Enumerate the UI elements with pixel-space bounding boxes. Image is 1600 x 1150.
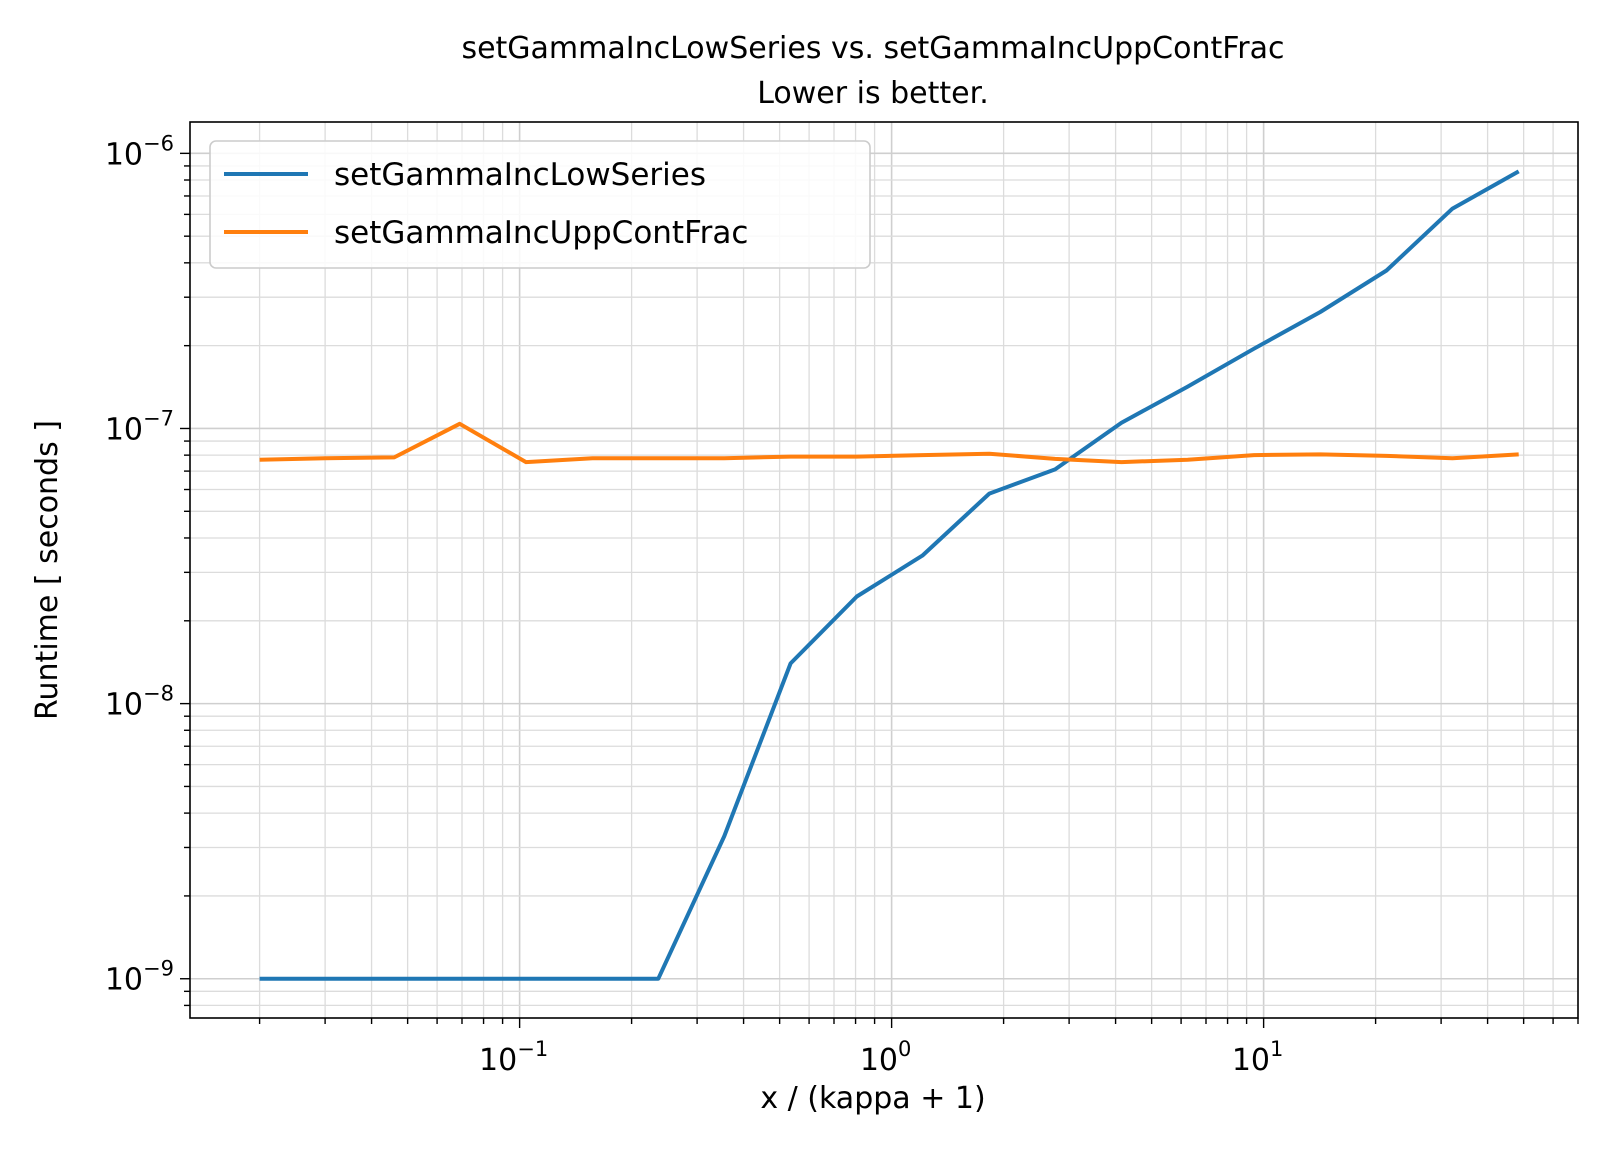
y-tick-label: 10−8	[105, 682, 174, 723]
plot-frame	[189, 121, 1579, 1019]
x-axis-ticks: 10−1 100 101	[258, 1018, 1579, 1078]
x-axis-label: x / (kappa + 1)	[760, 1081, 985, 1116]
x-tick-label: 10−1	[479, 1037, 548, 1078]
y-tick-label: 10−6	[105, 131, 174, 172]
series-lines	[259, 169, 1520, 981]
y-tick-label: 10−9	[105, 957, 174, 998]
y-axis-ticks: 10−9 10−8 10−7 10−6	[105, 131, 190, 1007]
y-tick-label: 10−7	[105, 406, 174, 447]
chart-subtitle: Lower is better.	[757, 76, 989, 111]
chart-title: setGammaIncLowSeries vs. setGammaIncUppC…	[461, 31, 1284, 66]
x-tick-label: 100	[860, 1037, 912, 1078]
legend-box	[209, 140, 871, 269]
y-axis-label: Runtime [ seconds ]	[30, 420, 65, 720]
legend-label-low-series: setGammaIncLowSeries	[334, 157, 706, 193]
series-line-setGammaIncUppContFrac	[259, 421, 1519, 465]
series-line-setGammaIncLowSeries	[259, 169, 1520, 981]
x-tick-label: 101	[1232, 1037, 1284, 1078]
legend-label-upp-contfrac: setGammaIncUppContFrac	[334, 215, 748, 251]
legend: setGammaIncLowSeries setGammaIncUppContF…	[209, 140, 871, 269]
